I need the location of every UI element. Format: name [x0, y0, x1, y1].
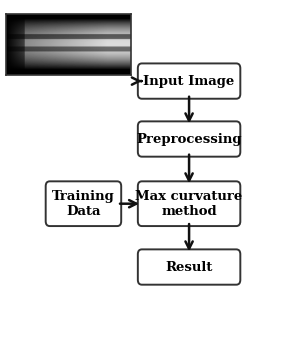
- FancyBboxPatch shape: [138, 63, 240, 99]
- FancyBboxPatch shape: [46, 181, 121, 226]
- Text: Input Image: Input Image: [144, 75, 235, 88]
- Text: Max curvature
method: Max curvature method: [135, 190, 243, 218]
- FancyBboxPatch shape: [138, 181, 240, 226]
- Text: Preprocessing: Preprocessing: [136, 133, 242, 146]
- FancyBboxPatch shape: [138, 121, 240, 157]
- Text: Training
Data: Training Data: [52, 190, 115, 218]
- Text: Result: Result: [165, 260, 213, 274]
- FancyBboxPatch shape: [138, 250, 240, 285]
